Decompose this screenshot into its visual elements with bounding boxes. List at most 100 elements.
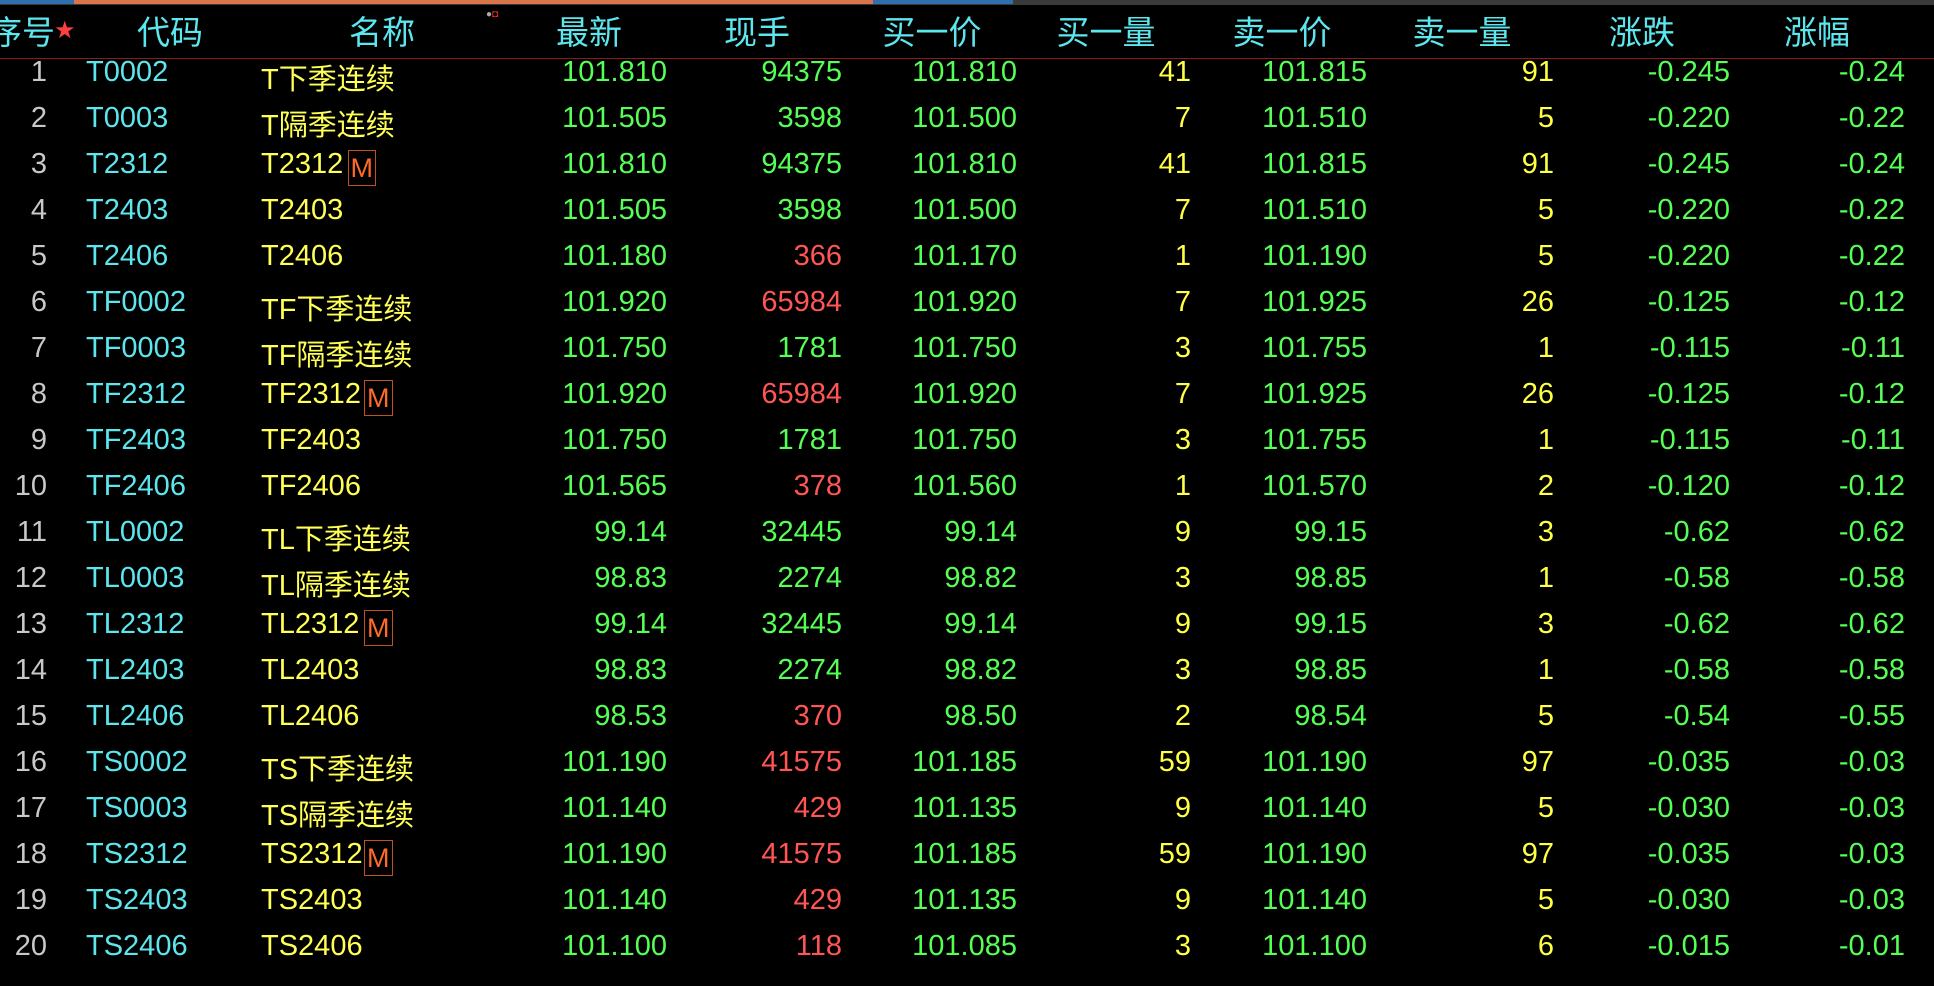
- bid-volume: 1: [1174, 240, 1191, 272]
- volume: 118: [795, 930, 842, 962]
- col-index[interactable]: 序号: [0, 14, 55, 51]
- change-pct: -0.62: [1838, 516, 1905, 548]
- ask-price: 101.190: [1262, 838, 1367, 870]
- volume: 32445: [761, 608, 842, 640]
- table-row[interactable]: T0003 T隔季连续 2 101.505 3598 101.500 7 101.510 5 -0…: [0, 98, 1934, 144]
- latest-price: 101.180: [562, 240, 667, 272]
- col-code[interactable]: 代码: [137, 14, 203, 51]
- bid-price: 101.750: [912, 332, 1017, 364]
- table-row[interactable]: T2312 T2312 M 3 101.810 94375 101.810 41 101.815…: [0, 144, 1934, 190]
- volume: 2274: [777, 654, 842, 686]
- table-row[interactable]: TS2312 TS2312 M 18 101.190 41575 101.185 59 101.…: [0, 834, 1934, 880]
- latest-price: 98.53: [594, 700, 667, 732]
- contract-name: TL下季连续: [261, 524, 411, 556]
- bid-price: 101.810: [912, 56, 1017, 88]
- table-row[interactable]: TF0003 TF隔季连续 7 101.750 1781 101.750 3 101.755 1…: [0, 328, 1934, 374]
- contract-name: TF2406: [261, 470, 361, 502]
- table-row[interactable]: T2406 T2406 5 101.180 366 101.170 1 101.190 5 -0.…: [0, 236, 1934, 282]
- table-row[interactable]: TF2406 TF2406 10 101.565 378 101.560 1 101.570 2…: [0, 466, 1934, 512]
- column-settings-icon[interactable]: ●◘: [486, 9, 499, 20]
- change: -0.030: [1647, 792, 1730, 824]
- row-index: 12: [14, 562, 47, 594]
- ask-price: 98.85: [1294, 562, 1367, 594]
- contract-name: T隔季连续: [261, 110, 395, 142]
- volume: 1781: [777, 424, 842, 456]
- bid-volume: 41: [1158, 148, 1191, 180]
- bid-price: 101.920: [912, 286, 1017, 318]
- change-pct: -0.11: [1841, 332, 1905, 364]
- col-change-pct[interactable]: 涨幅: [1784, 14, 1850, 51]
- change: -0.62: [1663, 516, 1730, 548]
- tab-indicator[interactable]: [873, 0, 1013, 4]
- table-row[interactable]: TL0003 TL隔季连续 12 98.83 2274 98.82 3 98.85 1 -0.58…: [0, 558, 1934, 604]
- table-row[interactable]: TF2312 TF2312 M 8 101.920 65984 101.920 7 101.92…: [0, 374, 1934, 420]
- bid-price: 101.920: [912, 378, 1017, 410]
- bid-volume: 41: [1158, 56, 1191, 88]
- col-ask[interactable]: 卖一价: [1232, 14, 1332, 51]
- table-row[interactable]: TS0002 TS下季连续 16 101.190 41575 101.185 59 101.1…: [0, 742, 1934, 788]
- bid-price: 101.135: [912, 884, 1017, 916]
- bid-volume: 7: [1174, 194, 1191, 226]
- table-row[interactable]: TS2406 TS2406 20 101.100 118 101.085 3 101.100 6…: [0, 926, 1934, 972]
- ask-price: 101.140: [1262, 792, 1367, 824]
- row-index: 3: [30, 148, 47, 180]
- col-bid-volume[interactable]: 买一量: [1056, 14, 1156, 51]
- table-row[interactable]: TS2403 TS2403 19 101.140 429 101.135 9 101.140 5…: [0, 880, 1934, 926]
- main-contract-badge: M: [364, 840, 393, 876]
- tab-indicator-active[interactable]: [74, 0, 873, 4]
- star-icon[interactable]: ★: [54, 17, 76, 44]
- bid-volume: 59: [1158, 746, 1191, 778]
- table-row[interactable]: TL0002 TL下季连续 11 99.14 32445 99.14 9 99.15 3 -0.6…: [0, 512, 1934, 558]
- change-pct: -0.62: [1838, 608, 1905, 640]
- col-change[interactable]: 涨跌: [1609, 14, 1675, 51]
- change: -0.035: [1647, 838, 1730, 870]
- col-latest[interactable]: 最新: [556, 14, 622, 51]
- contract-code: TF2406: [86, 470, 186, 502]
- bid-price: 101.135: [912, 792, 1017, 824]
- table-row[interactable]: T2403 T2403 4 101.505 3598 101.500 7 101.510 5 -0…: [0, 190, 1934, 236]
- change: -0.015: [1647, 930, 1730, 962]
- volume: 3598: [777, 102, 842, 134]
- bid-price: 99.14: [944, 516, 1017, 548]
- table-row[interactable]: TL2406 TL2406 15 98.53 370 98.50 2 98.54 5 -0.54 -…: [0, 696, 1934, 742]
- bid-volume: 3: [1174, 424, 1191, 456]
- bid-volume: 9: [1174, 608, 1191, 640]
- ask-volume: 6: [1537, 930, 1554, 962]
- bid-price: 101.500: [912, 102, 1017, 134]
- table-row[interactable]: TL2403 TL2403 14 98.83 2274 98.82 3 98.85 1 -0.58…: [0, 650, 1934, 696]
- col-ask-volume[interactable]: 卖一量: [1412, 14, 1512, 51]
- ask-volume: 3: [1537, 516, 1554, 548]
- tab-indicator[interactable]: [0, 0, 74, 4]
- bid-volume: 3: [1174, 332, 1191, 364]
- change-pct: -0.03: [1838, 746, 1905, 778]
- row-index: 15: [14, 700, 47, 732]
- bid-price: 101.750: [912, 424, 1017, 456]
- col-name[interactable]: 名称: [349, 14, 415, 51]
- latest-price: 101.140: [562, 884, 667, 916]
- contract-code: T2406: [86, 240, 169, 272]
- ask-volume: 91: [1521, 148, 1554, 180]
- col-volume[interactable]: 现手: [724, 14, 790, 51]
- row-index: 13: [14, 608, 47, 640]
- row-index: 6: [30, 286, 47, 318]
- col-bid[interactable]: 买一价: [882, 14, 982, 51]
- bid-volume: 9: [1174, 792, 1191, 824]
- ask-volume: 5: [1537, 700, 1554, 732]
- change: -0.035: [1647, 746, 1730, 778]
- main-contract-badge: M: [364, 380, 393, 416]
- volume: 2274: [777, 562, 842, 594]
- volume: 94375: [761, 56, 842, 88]
- table-row[interactable]: TF2403 TF2403 9 101.750 1781 101.750 3 101.755 1…: [0, 420, 1934, 466]
- row-index: 18: [14, 838, 47, 870]
- table-row[interactable]: TS0003 TS隔季连续 17 101.140 429 101.135 9 101.140 5…: [0, 788, 1934, 834]
- change: -0.245: [1647, 148, 1730, 180]
- table-row[interactable]: TL2312 TL2312 M 13 99.14 32445 99.14 9 99.15 3 -0.…: [0, 604, 1934, 650]
- change-pct: -0.01: [1838, 930, 1905, 962]
- ask-volume: 5: [1537, 240, 1554, 272]
- table-row[interactable]: TF0002 TF下季连续 6 101.920 65984 101.920 7 101.925…: [0, 282, 1934, 328]
- change: -0.58: [1663, 562, 1730, 594]
- table-row[interactable]: T0002 T下季连续 1 101.810 94375 101.810 41 101.815 9…: [0, 52, 1934, 98]
- row-index: 16: [14, 746, 47, 778]
- contract-name: TS2312: [261, 838, 363, 870]
- volume: 370: [793, 700, 842, 732]
